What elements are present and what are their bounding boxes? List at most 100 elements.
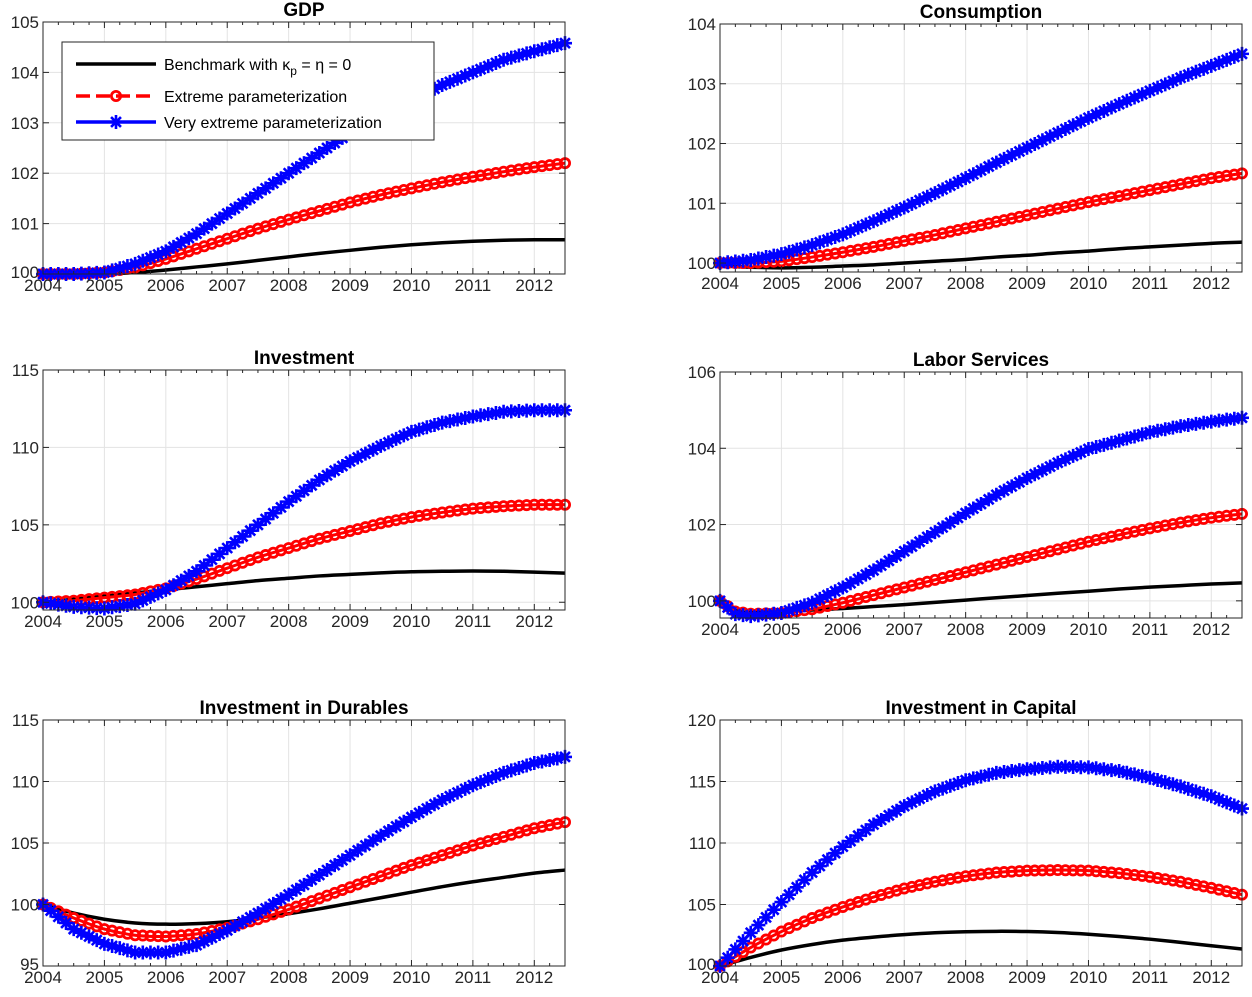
very-extreme-series-point-65 <box>534 403 549 418</box>
very-extreme-series-point-2 <box>51 909 66 924</box>
panel-title: Investment in Durables <box>199 698 408 719</box>
x-tick-label: 2004 <box>701 274 739 293</box>
legend-very-extreme-entry <box>76 115 156 129</box>
very-extreme-series-point-50 <box>1096 437 1111 452</box>
very-extreme-series-point-58 <box>1158 77 1173 92</box>
extreme-series-point-64 <box>528 161 541 174</box>
very-extreme-series-point-67 <box>1227 411 1242 426</box>
x-tick-label: 2004 <box>24 612 62 631</box>
very-extreme-series-point-50 <box>1096 103 1111 118</box>
very-extreme-series-point-26 <box>235 914 250 929</box>
very-extreme-series-point-61 <box>504 50 519 65</box>
very-extreme-series-point-1 <box>720 600 735 615</box>
very-extreme-series-point-7 <box>766 606 781 621</box>
very-extreme-series-point-67 <box>1227 798 1242 813</box>
benchmark-series-line <box>42 868 566 926</box>
very-extreme-series-point-58 <box>1158 422 1173 437</box>
very-extreme-series-point-51 <box>427 797 442 812</box>
very-extreme-series-point-14 <box>820 852 835 867</box>
very-extreme-series-point-11 <box>120 597 135 612</box>
very-extreme-series-point-9 <box>782 244 797 259</box>
very-extreme-series-point-20 <box>189 226 204 241</box>
very-extreme-series-point-60 <box>1173 779 1188 794</box>
very-extreme-series-point-26 <box>912 193 927 208</box>
x-tick-label: 2012 <box>1192 968 1230 987</box>
very-extreme-series-point-5 <box>751 608 766 623</box>
very-extreme-series-point-2 <box>728 254 743 269</box>
very-extreme-series-point-14 <box>820 588 835 603</box>
very-extreme-series-point-60 <box>496 52 511 67</box>
very-extreme-series-point-17 <box>166 943 181 958</box>
very-extreme-series-point-51 <box>1104 763 1119 778</box>
y-tick-label: 120 <box>688 711 716 730</box>
very-extreme-series-point-21 <box>197 558 212 573</box>
y-tick-label: 105 <box>688 896 716 915</box>
very-extreme-series-point-39 <box>335 853 350 868</box>
very-extreme-series-point-35 <box>981 767 996 782</box>
very-extreme-series-point-66 <box>1219 52 1234 67</box>
very-extreme-series-point-37 <box>320 468 335 483</box>
very-extreme-series-point-48 <box>404 810 419 825</box>
very-extreme-series-point-64 <box>1204 58 1219 73</box>
very-extreme-series-point-35 <box>981 159 996 174</box>
very-extreme-series-point-55 <box>458 68 473 83</box>
extreme-series-point-33 <box>967 869 980 882</box>
very-extreme-series-point-40 <box>1020 471 1035 486</box>
extreme-series-point-67 <box>1228 508 1241 521</box>
very-extreme-series-point-65 <box>1211 55 1226 70</box>
very-extreme-series-point-19 <box>858 823 873 838</box>
x-tick-label: 2007 <box>885 274 923 293</box>
extreme-series-point-54 <box>451 504 464 517</box>
panel-5: 2004 2005 2006 2007 2008 2009 2010 2011 2012 95 10… <box>11 698 572 987</box>
legend-extreme-entry <box>76 90 156 103</box>
extreme-series-point-44 <box>1051 864 1064 877</box>
very-extreme-series-point-27 <box>920 189 935 204</box>
very-extreme-series-point-60 <box>1173 419 1188 434</box>
very-extreme-series-point-22 <box>881 207 896 222</box>
very-extreme-series-point-18 <box>174 941 189 956</box>
very-extreme-series-point-51 <box>427 417 442 432</box>
very-extreme-series-point-57 <box>473 775 488 790</box>
x-tick-label: 2006 <box>147 276 185 295</box>
very-extreme-series-point-15 <box>828 584 843 599</box>
very-extreme-series-point-46 <box>389 431 404 446</box>
extreme-series-point-54 <box>1128 868 1141 881</box>
very-extreme-series-point-25 <box>904 795 919 810</box>
y-tick-label: 103 <box>11 114 39 133</box>
x-tick-label: 2010 <box>393 968 431 987</box>
y-tick-label: 115 <box>689 773 716 792</box>
x-tick-label: 2011 <box>1132 620 1169 639</box>
very-extreme-series-point-11 <box>120 943 135 958</box>
very-extreme-series-point-61 <box>1181 418 1196 433</box>
very-extreme-series-point-63 <box>1196 415 1211 430</box>
very-extreme-series-point-1 <box>43 596 58 611</box>
very-extreme-series-point-28 <box>927 186 942 201</box>
very-extreme-series-point-19 <box>181 568 196 583</box>
panel-6: 2004 2005 2006 2007 2008 2009 2010 2011 2012 100 1… <box>688 698 1249 987</box>
panel-title: Consumption <box>920 2 1042 23</box>
very-extreme-series-point-49 <box>1089 439 1104 454</box>
very-extreme-series-point-8 <box>774 895 789 910</box>
very-extreme-series-point-33 <box>289 489 304 504</box>
x-tick-label: 2007 <box>208 968 246 987</box>
very-extreme-series-point-44 <box>373 438 388 453</box>
y-tick-label: 106 <box>688 363 716 382</box>
very-extreme-series-point-19 <box>181 939 196 954</box>
very-extreme-series-point-7 <box>766 248 781 263</box>
y-tick-label: 110 <box>12 773 39 792</box>
very-extreme-series-point-45 <box>1058 759 1073 774</box>
extreme-series-point-13 <box>136 929 149 942</box>
x-tick-label: 2011 <box>455 968 492 987</box>
x-tick-label: 2005 <box>85 612 123 631</box>
extreme-series-point-46 <box>1067 864 1080 877</box>
very-extreme-series-point-42 <box>1035 133 1050 148</box>
very-extreme-series-point-9 <box>105 600 120 615</box>
very-extreme-series-point-51 <box>1104 435 1119 450</box>
x-tick-label: 2006 <box>824 968 862 987</box>
very-extreme-series-point-15 <box>828 230 843 245</box>
extreme-series-point-66 <box>543 498 556 511</box>
very-extreme-series-point-34 <box>974 163 988 178</box>
very-extreme-series-point-43 <box>1043 760 1058 775</box>
very-extreme-series-point-59 <box>1165 777 1180 792</box>
